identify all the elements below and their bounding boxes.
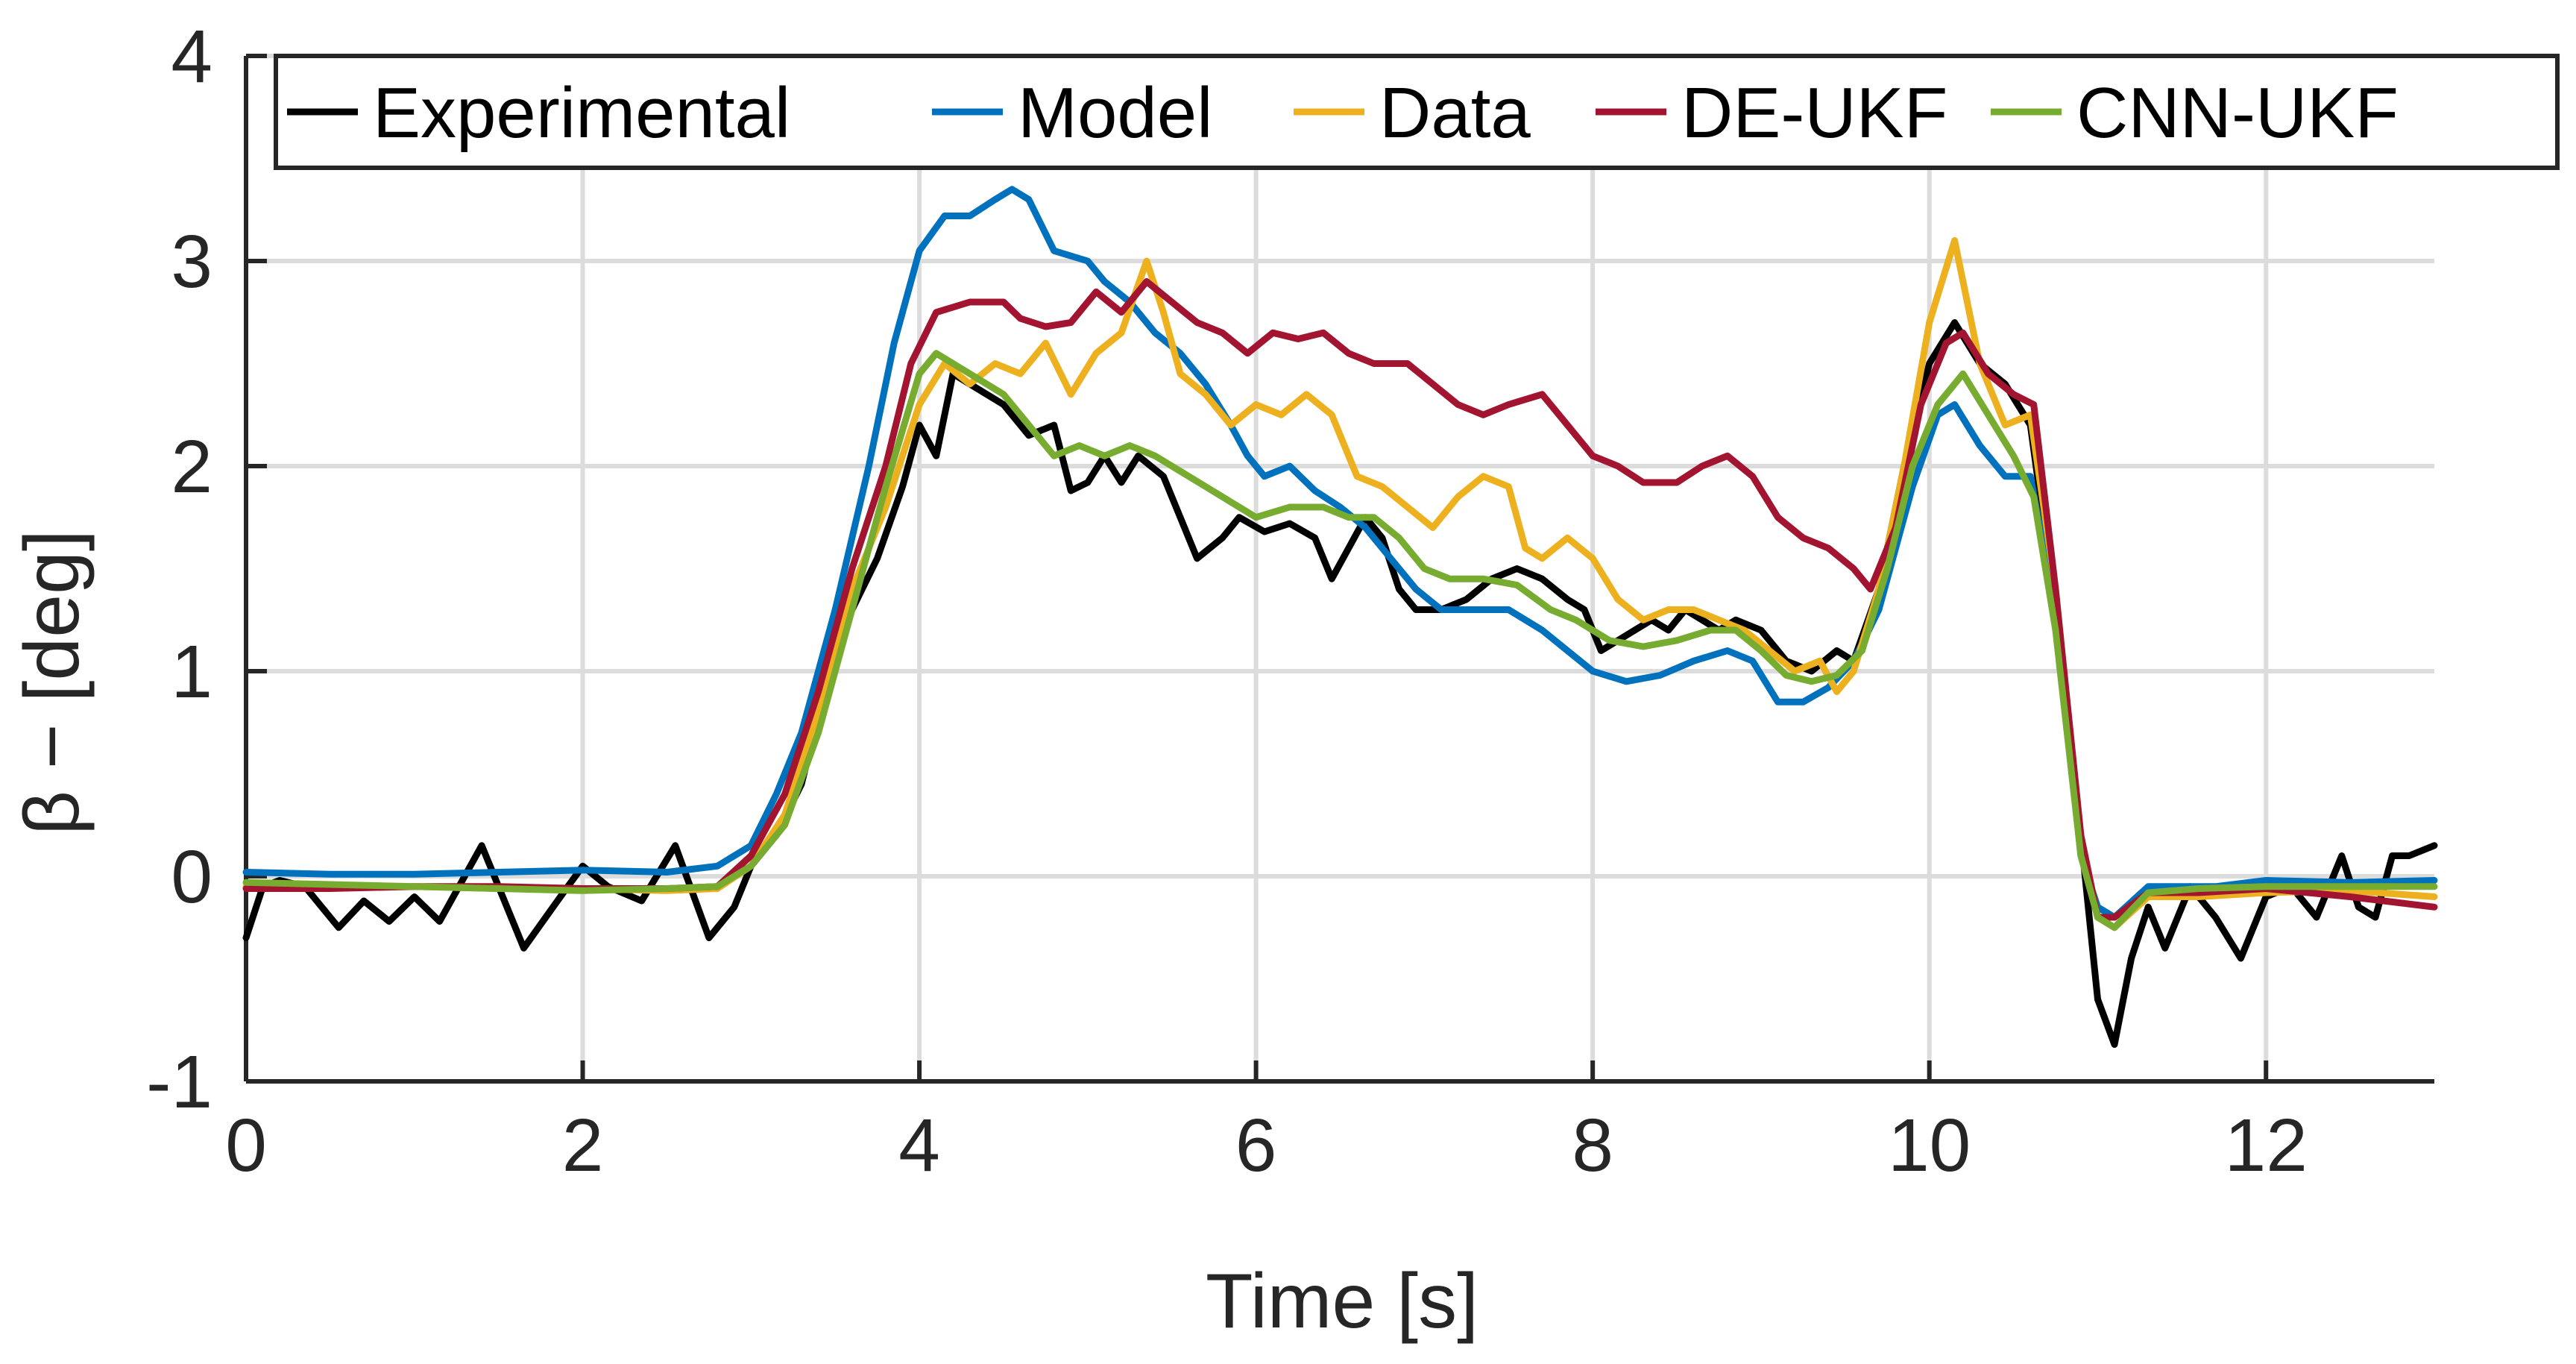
x-tick-label: 10 [1888, 1104, 1971, 1187]
axes [244, 54, 2434, 1084]
legend-box [274, 54, 2560, 170]
x-tick-label: 6 [1235, 1104, 1277, 1187]
y-tick-label: 2 [171, 425, 212, 509]
series-line-cnn-ukf [242, 350, 2438, 931]
x-tick-label: 12 [2225, 1104, 2308, 1187]
x-tick-label: 8 [1572, 1104, 1613, 1187]
legend-label-de-ukf: DE-UKF [1681, 73, 1947, 153]
x-tick-label: 2 [562, 1104, 604, 1187]
series-line-model [242, 186, 2438, 921]
x-tick-label: 0 [225, 1104, 267, 1187]
y-tick-label: -1 [146, 1040, 212, 1124]
series-lines [242, 186, 2438, 1048]
y-tick-label: 1 [171, 630, 212, 714]
y-axis-label: β − [deg] [9, 529, 95, 835]
x-axis-label: Time [s] [1206, 1258, 1478, 1345]
y-tick-label: 3 [171, 220, 212, 304]
legend-label-experimental: Experimental [373, 73, 790, 153]
x-tick-label: 4 [898, 1104, 940, 1187]
series-line-de-ukf [242, 278, 2438, 921]
y-tick-label: 0 [171, 835, 212, 919]
legend-label-data: Data [1379, 73, 1531, 153]
legend: Experimental Model Data DE-UKF CNN-UKF [274, 54, 2560, 170]
legend-label-cnn-ukf: CNN-UKF [2076, 73, 2399, 153]
legend-label-model: Model [1018, 73, 1212, 153]
y-tick-label: 4 [171, 15, 212, 98]
series-line-data [242, 237, 2438, 931]
